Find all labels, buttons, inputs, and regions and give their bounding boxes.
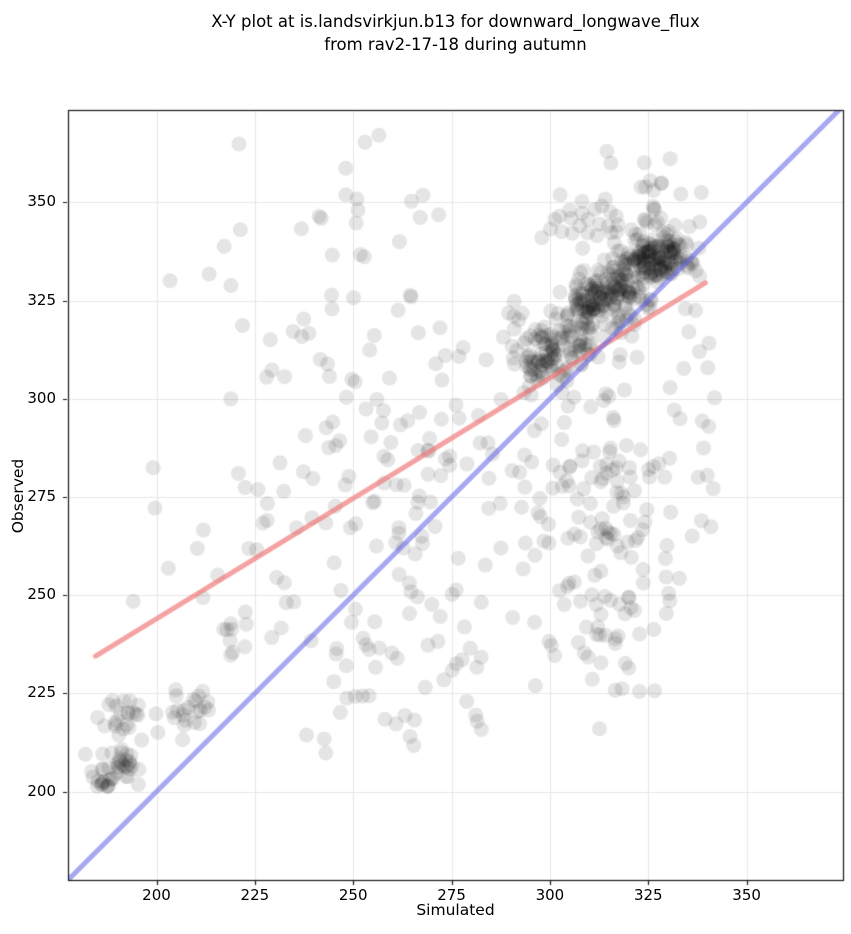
y-tick-label: 275 (27, 486, 56, 505)
y-tick-label: 225 (27, 683, 56, 702)
plot-title: X-Y plot at is.landsvirkjun.b13 for down… (68, 10, 843, 56)
x-tick-label: 225 (240, 886, 270, 904)
plot-title-line1: X-Y plot at is.landsvirkjun.b13 for down… (211, 12, 700, 31)
plot-title-line2: from rav2-17-18 during autumn (324, 35, 587, 54)
x-tick-label: 250 (338, 886, 368, 904)
x-tick-label: 200 (142, 886, 171, 904)
y-tick-label: 325 (27, 290, 56, 309)
y-tick-label: 350 (27, 192, 56, 211)
x-tick-label: 275 (437, 886, 466, 904)
y-tick-label: 250 (27, 585, 56, 604)
x-axis-label: Simulated (416, 901, 495, 919)
x-tick-label: 325 (633, 886, 663, 904)
y-tick-label: 200 (27, 781, 56, 800)
x-tick-label: 300 (535, 886, 565, 904)
x-tick-label: 350 (732, 886, 761, 904)
y-tick-label: 300 (27, 388, 56, 407)
